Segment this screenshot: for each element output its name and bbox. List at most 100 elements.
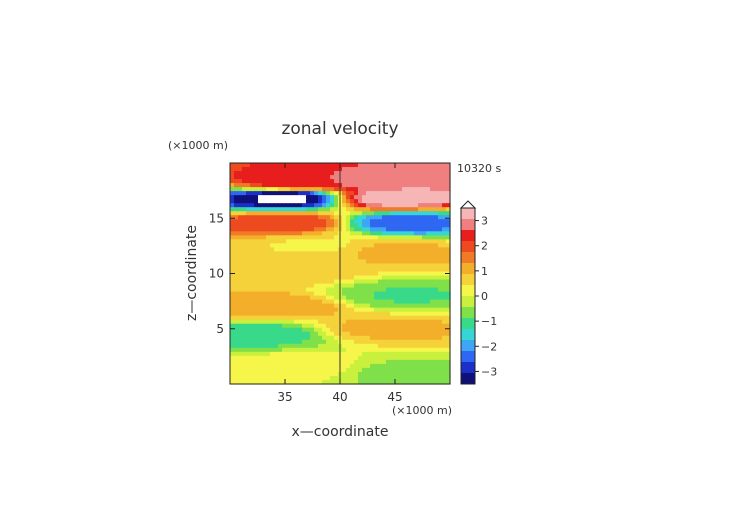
heatmap-cell — [230, 311, 235, 317]
heatmap-cell — [278, 327, 283, 333]
heatmap-cell — [350, 303, 355, 309]
heatmap-cell — [270, 355, 275, 361]
heatmap-cell — [346, 359, 351, 365]
heatmap-cell — [242, 375, 247, 381]
heatmap-cell — [286, 175, 291, 180]
heatmap-cell — [250, 327, 255, 333]
heatmap-cell — [302, 219, 307, 224]
heatmap-cell — [306, 227, 311, 232]
heatmap-cell — [266, 251, 271, 257]
heatmap-cell — [374, 359, 379, 365]
heatmap-cell — [266, 291, 271, 297]
heatmap-cell — [378, 191, 383, 196]
heatmap-cell — [318, 195, 323, 200]
heatmap-cell — [410, 199, 415, 204]
heatmap-cell — [406, 307, 411, 313]
heatmap-cell — [442, 223, 447, 228]
heatmap-cell — [442, 203, 447, 208]
heatmap-cell — [398, 255, 403, 261]
heatmap-cell — [282, 191, 287, 196]
heatmap-cell — [326, 199, 331, 204]
heatmap-cell — [358, 203, 363, 208]
heatmap-cell — [414, 287, 419, 293]
heatmap-cell — [426, 283, 431, 289]
heatmap-cell — [314, 323, 319, 329]
heatmap-cell — [422, 183, 427, 188]
heatmap-cell — [354, 255, 359, 261]
heatmap-cell — [426, 207, 431, 212]
heatmap-cell — [442, 199, 447, 204]
heatmap-cell — [382, 247, 387, 252]
heatmap-cell — [354, 279, 359, 285]
heatmap-cell — [342, 275, 347, 281]
heatmap-cell — [366, 223, 371, 228]
heatmap-cell — [370, 271, 375, 277]
heatmap-cell — [262, 335, 267, 341]
heatmap-cell — [426, 231, 431, 236]
heatmap-cell — [410, 183, 415, 188]
heatmap-cell — [302, 351, 307, 357]
heatmap-cell — [442, 379, 447, 385]
heatmap-cell — [354, 299, 359, 305]
heatmap-cell — [318, 263, 323, 269]
heatmap-cell — [294, 231, 299, 236]
heatmap-field — [230, 163, 451, 385]
heatmap-cell — [390, 163, 395, 168]
heatmap-cell — [318, 299, 323, 305]
heatmap-cell — [326, 243, 331, 248]
heatmap-cell — [250, 235, 255, 240]
heatmap-cell — [426, 371, 431, 377]
colorbar-swatch — [461, 219, 475, 231]
heatmap-cell — [434, 267, 439, 273]
heatmap-cell — [242, 203, 247, 208]
heatmap-cell — [334, 339, 339, 345]
heatmap-cell — [314, 167, 319, 172]
heatmap-cell — [306, 299, 311, 305]
heatmap-cell — [370, 207, 375, 212]
heatmap-cell — [438, 251, 443, 257]
heatmap-cell — [382, 291, 387, 297]
heatmap-cell — [266, 283, 271, 289]
heatmap-cell — [422, 315, 427, 321]
heatmap-cell — [438, 283, 443, 289]
heatmap-cell — [246, 299, 251, 305]
heatmap-cell — [250, 251, 255, 257]
heatmap-cell — [298, 371, 303, 377]
heatmap-cell — [230, 167, 235, 172]
heatmap-cell — [438, 211, 443, 216]
heatmap-cell — [354, 251, 359, 257]
heatmap-cell — [318, 223, 323, 228]
heatmap-cell — [434, 351, 439, 357]
heatmap-cell — [358, 259, 363, 265]
heatmap-cell — [374, 207, 379, 212]
heatmap-cell — [398, 183, 403, 188]
heatmap-cell — [430, 267, 435, 273]
heatmap-cell — [250, 199, 255, 204]
heatmap-cell — [382, 227, 387, 232]
heatmap-cell — [426, 175, 431, 180]
heatmap-cell — [358, 267, 363, 273]
heatmap-cell — [242, 163, 247, 168]
heatmap-cell — [374, 163, 379, 168]
heatmap-cell — [362, 323, 367, 329]
heatmap-cell — [230, 295, 235, 301]
heatmap-cell — [370, 211, 375, 216]
heatmap-cell — [306, 167, 311, 172]
heatmap-cell — [410, 259, 415, 265]
heatmap-cell — [334, 163, 339, 168]
heatmap-cell — [278, 295, 283, 301]
heatmap-cell — [230, 191, 235, 196]
heatmap-cell — [358, 375, 363, 381]
heatmap-cell — [270, 279, 275, 285]
heatmap-cell — [354, 375, 359, 381]
heatmap-cell — [406, 299, 411, 305]
heatmap-cell — [366, 279, 371, 285]
heatmap-cell — [246, 327, 251, 333]
heatmap-cell — [246, 355, 251, 361]
heatmap-cell — [410, 331, 415, 337]
heatmap-cell — [254, 171, 259, 176]
heatmap-cell — [438, 179, 443, 184]
heatmap-cell — [302, 199, 307, 204]
heatmap-cell — [238, 195, 243, 200]
heatmap-cell — [302, 231, 307, 236]
